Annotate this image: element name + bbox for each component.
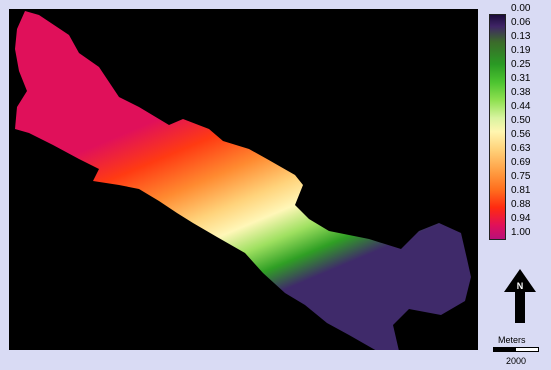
legend-label: 0.13 [511, 31, 531, 42]
legend-label: 0.56 [511, 129, 531, 140]
legend-label: 1.00 [511, 227, 531, 238]
scale-value-label: 2000 [506, 356, 527, 366]
legend-label: 0.38 [511, 87, 531, 98]
legend-label: 0.50 [511, 115, 531, 126]
scale-unit-label: Meters [498, 335, 526, 345]
legend-color-ramp [489, 14, 506, 240]
legend-label: 0.25 [511, 59, 531, 70]
legend-label: 0.88 [511, 199, 531, 210]
study-area-polygon [15, 11, 471, 350]
legend-label: 0.75 [511, 171, 531, 182]
raster-surface [15, 11, 471, 350]
legend-label: 0.94 [511, 213, 531, 224]
legend-label: 0.81 [511, 185, 531, 196]
legend-label: 0.63 [511, 143, 531, 154]
legend-label: 0.31 [511, 73, 531, 84]
legend-label: 0.19 [511, 45, 531, 56]
north-label: N [517, 281, 524, 291]
legend-label: 0.06 [511, 17, 531, 28]
legend-label: 0.69 [511, 157, 531, 168]
map-canvas[interactable] [9, 9, 478, 350]
legend-label: 0.44 [511, 101, 531, 112]
scale-bar [493, 347, 539, 352]
legend-label: 0.00 [511, 3, 531, 14]
north-arrow-icon: N [504, 269, 536, 323]
